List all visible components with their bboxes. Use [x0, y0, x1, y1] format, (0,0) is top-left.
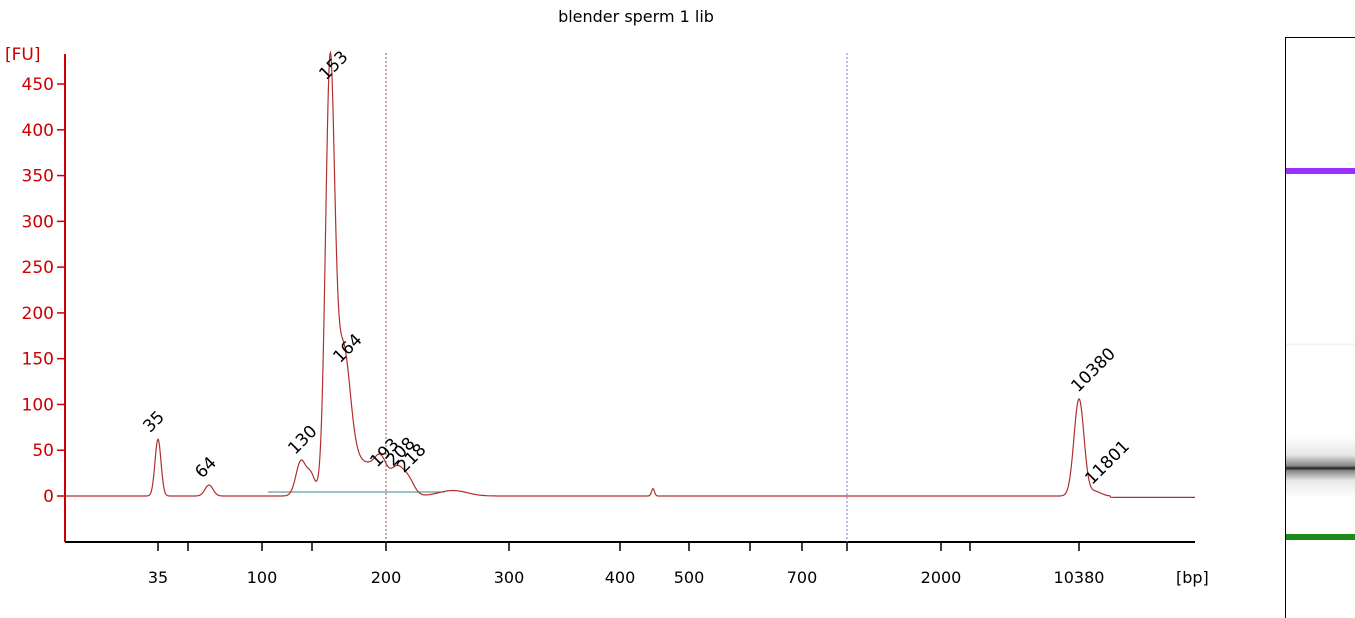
x-tick-label: 500 — [674, 568, 705, 587]
x-tick-label: 400 — [605, 568, 636, 587]
y-ticks: 0 50 100 150 200 250 300 350 400 450 — [22, 75, 65, 507]
x-tick-label: 2000 — [921, 568, 962, 587]
peak-label: 11801 — [1081, 437, 1133, 489]
peak-label: 10380 — [1067, 344, 1119, 396]
y-tick-label: 100 — [22, 395, 54, 415]
lower-marker-band — [1286, 534, 1355, 540]
y-tick-label: 300 — [22, 212, 54, 232]
y-tick-label: 400 — [22, 121, 54, 141]
faint-band-1 — [1286, 343, 1355, 346]
y-tick-label: 0 — [43, 487, 54, 507]
y-tick-label: 150 — [22, 350, 54, 370]
peak-label: 64 — [191, 453, 220, 482]
trace-line — [65, 50, 1195, 498]
peak-label: 35 — [139, 407, 168, 436]
y-tick-label: 50 — [32, 441, 54, 461]
electropherogram: blender sperm 1 lib [FU] [bp] 0 50 100 150 2… — [5, 7, 1209, 587]
x-tick-label: 200 — [371, 568, 402, 587]
x-tick-label: 10380 — [1054, 568, 1105, 587]
gel-lane — [1285, 37, 1355, 618]
x-tick-label: 700 — [787, 568, 818, 587]
y-tick-label: 350 — [22, 167, 54, 187]
y-axis-label: [FU] — [5, 45, 41, 65]
sample-band — [1286, 436, 1355, 498]
x-tick-label: 35 — [148, 568, 168, 587]
x-tick-label: 300 — [494, 568, 525, 587]
peak-label: 164 — [329, 330, 366, 367]
chart-title: blender sperm 1 lib — [558, 7, 714, 26]
peak-label: 130 — [284, 422, 321, 459]
y-tick-label: 450 — [22, 75, 54, 95]
x-axis-label: [bp] — [1176, 568, 1209, 587]
y-tick-label: 250 — [22, 258, 54, 278]
peak-label: 153 — [315, 47, 352, 84]
y-tick-label: 200 — [22, 304, 54, 324]
upper-marker-band — [1286, 168, 1355, 174]
x-ticks: 35 100 200 300 400 500 700 2000 10380 — [148, 542, 1105, 587]
x-tick-label: 100 — [247, 568, 278, 587]
